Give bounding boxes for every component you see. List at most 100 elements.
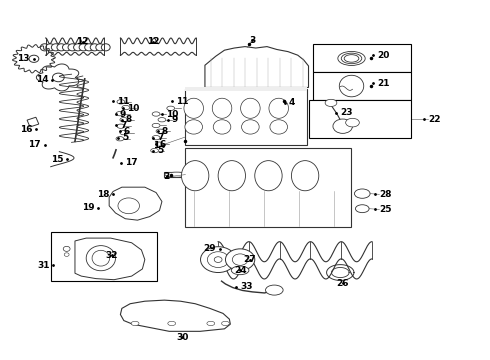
Ellipse shape <box>333 119 352 134</box>
Ellipse shape <box>92 250 110 266</box>
Polygon shape <box>205 46 309 87</box>
Text: 26: 26 <box>337 279 349 288</box>
Ellipse shape <box>152 123 160 128</box>
Ellipse shape <box>165 172 188 177</box>
Text: 19: 19 <box>82 203 95 212</box>
Ellipse shape <box>117 100 125 104</box>
Ellipse shape <box>51 44 60 51</box>
Bar <box>185 89 307 145</box>
Ellipse shape <box>266 285 283 295</box>
Ellipse shape <box>355 205 369 213</box>
Ellipse shape <box>63 44 71 51</box>
Ellipse shape <box>225 249 255 270</box>
Text: 16: 16 <box>20 125 32 134</box>
Polygon shape <box>27 117 39 127</box>
Text: 1: 1 <box>153 141 159 150</box>
Ellipse shape <box>255 161 282 191</box>
Ellipse shape <box>200 247 236 273</box>
Ellipse shape <box>221 321 229 325</box>
Text: 7: 7 <box>157 133 164 142</box>
Text: 5: 5 <box>122 133 128 142</box>
Ellipse shape <box>40 44 49 51</box>
Ellipse shape <box>156 129 164 134</box>
Ellipse shape <box>218 161 245 191</box>
Polygon shape <box>75 238 145 280</box>
Text: 10: 10 <box>166 109 178 118</box>
Ellipse shape <box>151 148 159 153</box>
Bar <box>314 72 411 100</box>
Text: 15: 15 <box>51 155 63 164</box>
Bar <box>185 148 350 227</box>
Polygon shape <box>164 172 310 177</box>
Text: 30: 30 <box>176 333 189 342</box>
Ellipse shape <box>86 246 116 271</box>
Text: 18: 18 <box>97 190 109 199</box>
Text: 14: 14 <box>36 75 49 84</box>
Ellipse shape <box>90 44 99 51</box>
Text: 33: 33 <box>240 282 253 291</box>
Ellipse shape <box>63 246 70 251</box>
Text: 2: 2 <box>164 172 170 181</box>
Text: 9: 9 <box>120 109 126 118</box>
Text: 6: 6 <box>124 127 130 136</box>
Text: 13: 13 <box>18 54 30 63</box>
Ellipse shape <box>74 44 82 51</box>
Ellipse shape <box>231 266 249 275</box>
Text: 11: 11 <box>117 96 129 105</box>
Ellipse shape <box>241 98 260 118</box>
Ellipse shape <box>345 118 359 127</box>
Ellipse shape <box>116 112 124 116</box>
Ellipse shape <box>168 321 175 325</box>
Ellipse shape <box>225 172 249 177</box>
Ellipse shape <box>214 257 222 262</box>
Ellipse shape <box>181 161 209 191</box>
Text: 6: 6 <box>160 140 166 149</box>
Ellipse shape <box>325 99 337 107</box>
Ellipse shape <box>212 98 232 118</box>
Text: 9: 9 <box>172 115 178 124</box>
Text: 8: 8 <box>162 127 168 136</box>
Ellipse shape <box>270 120 288 134</box>
Ellipse shape <box>158 118 166 122</box>
Text: 10: 10 <box>127 104 139 113</box>
Ellipse shape <box>207 252 229 267</box>
Ellipse shape <box>79 44 88 51</box>
Ellipse shape <box>152 135 160 140</box>
Ellipse shape <box>120 131 128 135</box>
Ellipse shape <box>292 161 319 191</box>
Ellipse shape <box>339 75 364 97</box>
Ellipse shape <box>131 321 139 325</box>
Ellipse shape <box>167 106 174 111</box>
Text: 24: 24 <box>234 266 246 275</box>
Polygon shape <box>109 187 162 220</box>
Bar <box>314 44 411 72</box>
Text: 21: 21 <box>377 79 390 88</box>
Ellipse shape <box>269 98 289 118</box>
Text: 25: 25 <box>379 205 392 214</box>
Text: 27: 27 <box>244 255 256 264</box>
Text: 29: 29 <box>203 244 216 253</box>
Ellipse shape <box>96 44 104 51</box>
Ellipse shape <box>101 44 110 51</box>
Ellipse shape <box>195 172 219 177</box>
Ellipse shape <box>118 198 140 214</box>
Bar <box>309 100 411 138</box>
Ellipse shape <box>68 44 77 51</box>
Text: 32: 32 <box>106 251 119 260</box>
Ellipse shape <box>46 44 54 51</box>
Text: 12: 12 <box>147 37 159 46</box>
Ellipse shape <box>185 120 202 134</box>
Bar <box>50 231 157 281</box>
Text: 23: 23 <box>340 108 353 117</box>
Ellipse shape <box>57 44 66 51</box>
Text: 20: 20 <box>377 51 389 60</box>
Ellipse shape <box>184 98 203 118</box>
Text: 7: 7 <box>120 121 126 130</box>
Text: 17: 17 <box>28 140 41 149</box>
Ellipse shape <box>354 189 370 198</box>
Ellipse shape <box>117 124 125 129</box>
Polygon shape <box>121 300 230 331</box>
Ellipse shape <box>122 105 130 110</box>
Ellipse shape <box>156 142 163 146</box>
Ellipse shape <box>29 55 39 62</box>
